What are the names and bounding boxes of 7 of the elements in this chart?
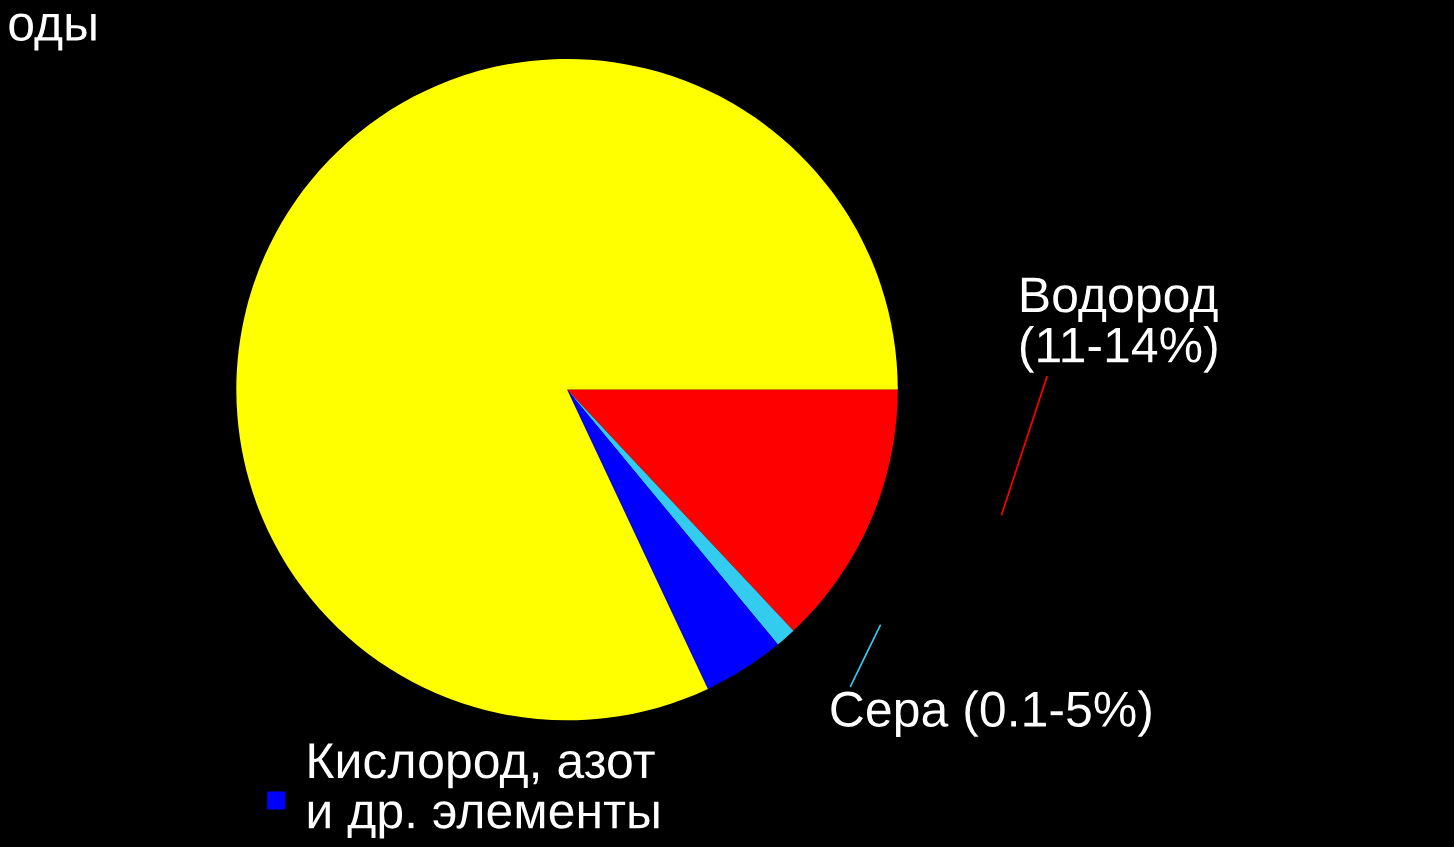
- slice-label: Сера (0.1-5%): [831, 690, 1151, 737]
- legend-label: Кислород, азот и др. элементы: [308, 743, 659, 839]
- pie-slice: [567, 389, 778, 689]
- pie-slice: [567, 389, 794, 645]
- pie-slice: [567, 389, 898, 631]
- slice-label: Водород (11-14%): [1020, 277, 1218, 373]
- slice-label: оды: [9, 13, 96, 51]
